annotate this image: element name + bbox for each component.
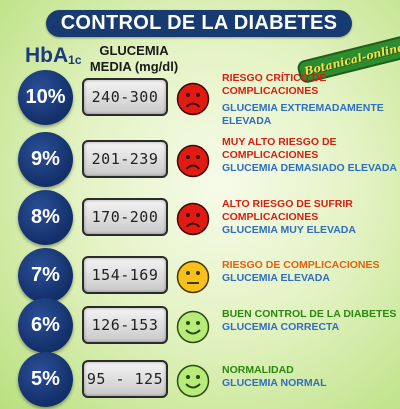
level-description: MUY ALTO RIESGO DE COMPLICACIONES GLUCEM…	[222, 136, 398, 175]
glucose-range-display: 95 - 125	[82, 360, 168, 398]
level-description: ALTO RIESGO DE SUFRIR COMPLICACIONES GLU…	[222, 198, 398, 237]
glucemia-text: GLUCEMIA DEMASIADO ELEVADA	[222, 162, 398, 174]
sad-red-face-icon	[176, 82, 210, 116]
level-row-7: 7% 154-169 RIESGO DE COMPLICACIONES GLUC…	[0, 248, 400, 304]
level-description: NORMALIDAD GLUCEMIA NORMAL	[222, 364, 398, 390]
level-row-9: 9% 201-239 MUY ALTO RIESGO DE COMPLICACI…	[0, 132, 400, 188]
glucose-range-display: 201-239	[82, 140, 168, 178]
hba1c-level-badge: 6%	[18, 298, 73, 353]
page-title: CONTROL DE LA DIABETES	[46, 10, 352, 37]
risk-text: ALTO RIESGO DE SUFRIR COMPLICACIONES	[222, 198, 353, 223]
level-row-5: 5% 95 - 125 NORMALIDAD GLUCEMIA NORMAL	[0, 352, 400, 408]
glucemia-text: GLUCEMIA MUY ELEVADA	[222, 224, 356, 236]
sad-red-face-icon	[176, 202, 210, 236]
glucemia-text: GLUCEMIA NORMAL	[222, 377, 327, 389]
glucose-range-display: 126-153	[82, 306, 168, 344]
happy-green-face-icon	[176, 364, 210, 398]
glucemia-text: GLUCEMIA CORRECTA	[222, 321, 340, 333]
glucemia-header-line2: MEDIA (mg/dl)	[89, 59, 179, 74]
level-row-6: 6% 126-153 BUEN CONTROL DE LA DIABETES G…	[0, 298, 400, 354]
glucemia-text: GLUCEMIA ELEVADA	[222, 272, 330, 284]
hba1c-level-badge: 9%	[18, 132, 73, 187]
level-row-8: 8% 170-200 ALTO RIESGO DE SUFRIR COMPLIC…	[0, 190, 400, 246]
hba1c-level-badge: 5%	[18, 352, 73, 407]
risk-text: RIESGO DE COMPLICACIONES	[222, 259, 380, 271]
risk-text: BUEN CONTROL DE LA DIABETES	[222, 308, 397, 320]
level-description: RIESGO CRÍTICO DE COMPLICACIONES GLUCEMI…	[222, 72, 398, 128]
neutral-yellow-face-icon	[176, 260, 210, 294]
sad-red-face-icon	[176, 144, 210, 178]
risk-text: NORMALIDAD	[222, 364, 294, 376]
level-row-10: 10% 240-300 RIESGO CRÍTICO DE COMPLICACI…	[0, 70, 400, 128]
glucemia-header-line1: GLUCEMIA	[99, 43, 169, 58]
glucemia-text: GLUCEMIA EXTREMADAMENTE ELEVADA	[222, 102, 384, 127]
glucose-range-display: 240-300	[82, 78, 168, 116]
hba1c-level-badge: 7%	[18, 248, 73, 303]
glucemia-header: GLUCEMIA MEDIA (mg/dl)	[80, 43, 188, 75]
risk-text: RIESGO CRÍTICO DE COMPLICACIONES	[222, 72, 327, 97]
glucose-range-display: 170-200	[82, 198, 168, 236]
hba-header-text: HbA	[25, 44, 69, 67]
level-description: BUEN CONTROL DE LA DIABETES GLUCEMIA COR…	[222, 308, 398, 334]
hba1c-level-badge: 10%	[18, 70, 73, 125]
risk-text: MUY ALTO RIESGO DE COMPLICACIONES	[222, 136, 337, 161]
level-description: RIESGO DE COMPLICACIONES GLUCEMIA ELEVAD…	[222, 259, 398, 285]
hba1c-header: HbA1c	[25, 44, 82, 68]
hba-subscript: 1c	[68, 53, 82, 67]
hba1c-level-badge: 8%	[18, 190, 73, 245]
happy-green-face-icon	[176, 310, 210, 344]
glucose-range-display: 154-169	[82, 256, 168, 294]
